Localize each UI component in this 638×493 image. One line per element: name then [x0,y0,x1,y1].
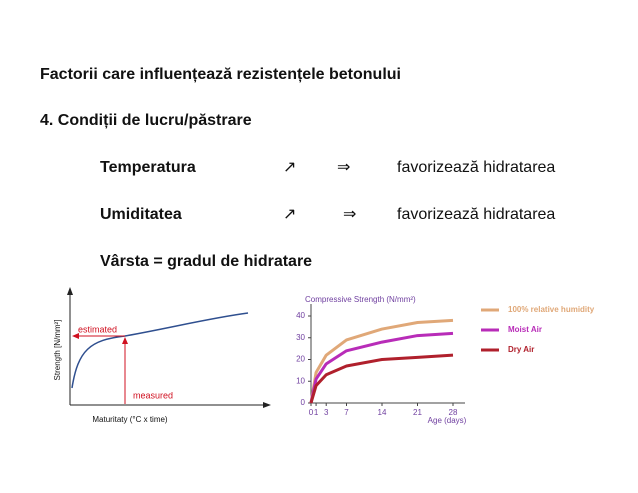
slide-subtitle: 4. Condiții de lucru/păstrare [40,112,252,129]
x-tick-label: 28 [449,408,458,417]
x-tick-label: 7 [344,408,349,417]
schematic: estimated measured Strength [N/mm²] Matu… [53,287,271,424]
chart-title: Compressive Strength (N/mm²) [305,295,416,304]
y-tick-label: 0 [301,398,306,407]
slide-title: Factorii care influențează rezistențele … [40,66,401,83]
y-tick-label: 30 [296,333,305,342]
effect: favorizează hidratarea [397,206,555,223]
curve [71,312,249,389]
arrowhead [122,337,128,344]
x-tick-label: 14 [378,408,387,417]
x-tick-label: 0 [309,408,314,417]
x-tick-label: 21 [413,408,422,417]
line [309,318,454,404]
x-tick-label: 1 [314,408,319,417]
age-line: Vârsta = gradul de hidratare [100,253,312,270]
annotation: measured [133,390,173,400]
chart: Compressive Strength (N/mm²) 0 10 20 30 40 0 1 3… [296,295,595,425]
trend: ↗ [283,159,296,176]
implies: ⇒ [343,206,356,223]
x-label: Age (days) [428,416,467,425]
annotation: estimated [78,324,117,334]
legend-label: 100% relative humidity [508,305,595,314]
arrowhead [72,333,79,339]
legend-label: Dry Air [508,345,534,354]
line [309,331,454,404]
arrowhead [67,287,73,295]
line [309,353,454,404]
factor: Umiditatea [100,206,182,223]
factor: Temperatura [100,159,196,176]
y-tick-label: 20 [296,355,305,364]
legend-label: Moist Air [508,325,542,334]
effect: favorizează hidratarea [397,159,555,176]
implies: ⇒ [337,159,350,176]
arrowhead [263,402,271,408]
x-label: Maturitaty (°C x time) [92,415,168,424]
y-tick-label: 40 [296,311,305,320]
trend: ↗ [283,206,296,223]
x-tick-label: 3 [324,408,329,417]
y-label: Strength [N/mm²] [53,320,62,381]
y-tick-label: 10 [296,376,305,385]
